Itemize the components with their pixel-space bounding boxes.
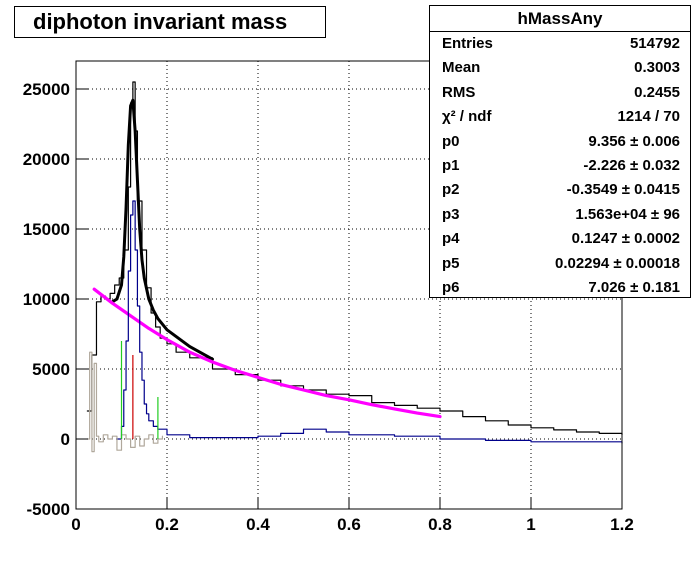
chart-series	[86, 81, 623, 453]
stats-row-value: 7.026 ± 0.181	[588, 278, 680, 296]
stats-row-value: 1.563e+04 ± 96	[575, 205, 680, 223]
stats-row: p6 7.026 ± 0.181	[430, 276, 690, 300]
stats-row: Entries 514792	[430, 32, 690, 56]
x-tick-label: 0.2	[155, 515, 179, 534]
stats-row-label: Mean	[442, 59, 481, 77]
residual-series-line	[116, 200, 623, 444]
stats-row-value: 0.1247 ± 0.0002	[571, 230, 680, 248]
chart-axes: 0 0.2 0.4 0.6 0.8 1 1.2-5000050001000015000200…	[23, 80, 634, 534]
y-tick-label: 5000	[32, 360, 70, 379]
stats-row-value: 1214 / 70	[617, 108, 680, 126]
stats-row-value: -2.226 ± 0.032	[583, 156, 680, 174]
stats-row-label: p5	[442, 254, 460, 272]
stats-row-value: 514792	[629, 35, 680, 52]
y-tick-label: -5000	[27, 500, 70, 519]
low-mass-series-line	[86, 351, 164, 453]
x-tick-label: 1	[526, 515, 535, 534]
stats-box: hMassAny Entries 514792 Mean 0.3003 RMS 0.245…	[429, 5, 691, 298]
x-tick-label: 0	[71, 515, 80, 534]
x-tick-label: 1.2	[610, 515, 634, 534]
x-tick-label: 0.4	[246, 515, 270, 534]
y-tick-label: 20000	[23, 150, 70, 169]
stats-row-value: 9.356 ± 0.006	[588, 132, 680, 150]
stats-row: p3 1.563e+04 ± 96	[430, 203, 690, 227]
x-tick-label: 0.8	[428, 515, 452, 534]
stats-row-label: p1	[442, 156, 460, 174]
stats-row-value: 0.02294 ± 0.00018	[554, 254, 680, 272]
x-tick-label: 0.6	[337, 515, 361, 534]
stats-row: p1 -2.226 ± 0.032	[430, 154, 690, 178]
stats-row-label: χ² / ndf	[442, 108, 492, 126]
y-tick-label: 15000	[23, 220, 70, 239]
stats-row-label: p6	[442, 278, 460, 296]
fit-series-line	[110, 98, 214, 361]
stats-row: RMS 0.2455	[430, 81, 690, 105]
y-tick-label: 10000	[23, 290, 70, 309]
stats-row-label: p3	[442, 205, 460, 223]
stats-row-label: p0	[442, 132, 460, 150]
stats-row: Mean 0.3003	[430, 56, 690, 80]
histogram-series-line	[86, 81, 623, 436]
stats-row-value: 0.3003	[634, 59, 680, 77]
stats-row: p2 -0.3549 ± 0.0415	[430, 178, 690, 202]
stats-row-label: p2	[442, 181, 460, 199]
y-tick-label: 0	[61, 430, 70, 449]
y-tick-label: 25000	[23, 80, 70, 99]
stats-row-value: -0.3549 ± 0.0415	[566, 181, 680, 199]
stats-row: χ² / ndf 1214 / 70	[430, 105, 690, 129]
stats-row: p4 0.1247 ± 0.0002	[430, 227, 690, 251]
stats-row-label: p4	[442, 230, 460, 248]
stats-row-label: Entries	[442, 35, 493, 52]
stats-row: p0 9.356 ± 0.006	[430, 130, 690, 154]
stats-title: hMassAny	[430, 6, 690, 32]
stats-row: p5 0.02294 ± 0.00018	[430, 252, 690, 276]
stats-rows: Entries 514792 Mean 0.3003 RMS 0.2455 χ² / ndf…	[430, 32, 690, 300]
chart-title: diphoton invariant mass	[14, 6, 326, 38]
stats-row-label: RMS	[442, 83, 476, 101]
stats-row-value: 0.2455	[634, 83, 680, 101]
background-series-line	[92, 287, 442, 419]
